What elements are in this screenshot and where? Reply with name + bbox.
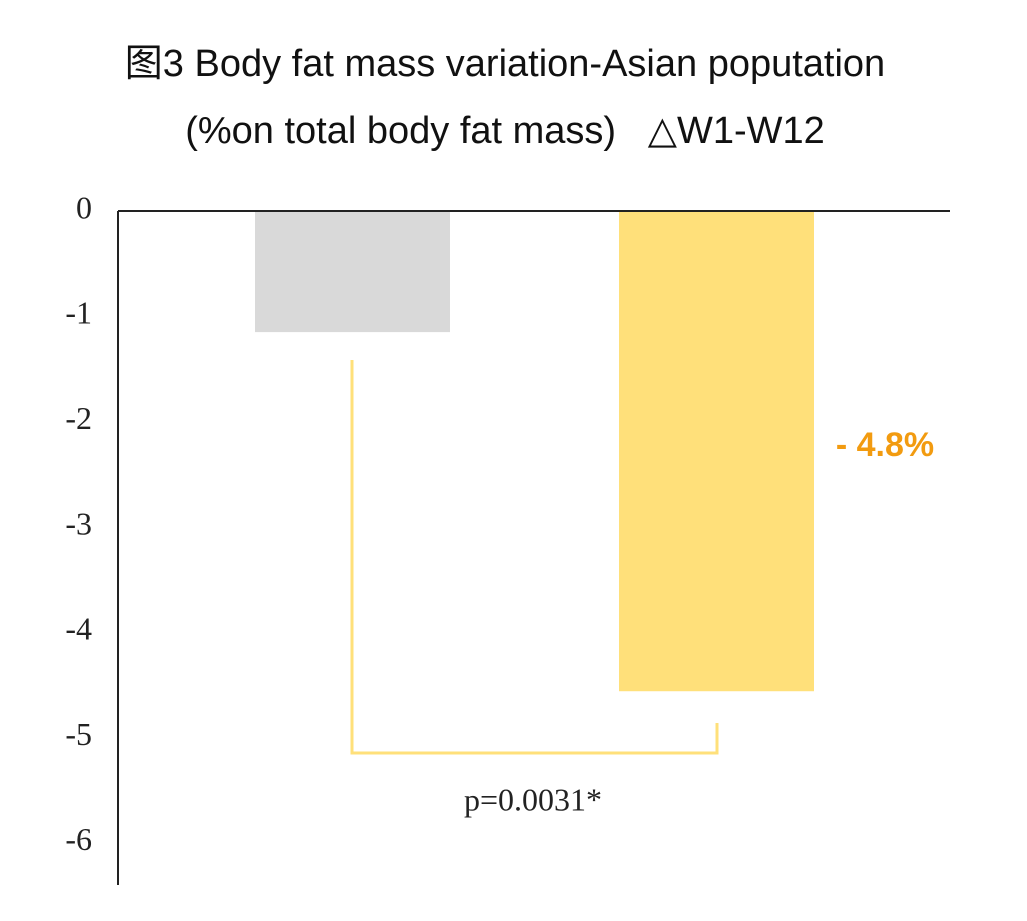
significance-bracket xyxy=(350,360,719,755)
bar xyxy=(255,211,450,333)
y-tick-label: -4 xyxy=(65,611,92,647)
y-tick-label: -3 xyxy=(65,505,92,541)
y-tick-label: -6 xyxy=(65,821,92,857)
y-tick-label: 0 xyxy=(76,189,92,225)
bar xyxy=(619,211,814,692)
chart-subtitle: (%on total body fat mass) △W1-W12 xyxy=(185,110,825,152)
chart-title: 图3 Body fat mass variation-Asian poputat… xyxy=(125,43,885,85)
y-tick-label: -2 xyxy=(65,400,92,436)
value-annotation: - 4.8% xyxy=(836,426,934,464)
p-value-annotation: p=0.0031* xyxy=(464,781,602,817)
y-tick-label: -1 xyxy=(65,295,92,331)
y-tick-label: -5 xyxy=(65,716,92,752)
